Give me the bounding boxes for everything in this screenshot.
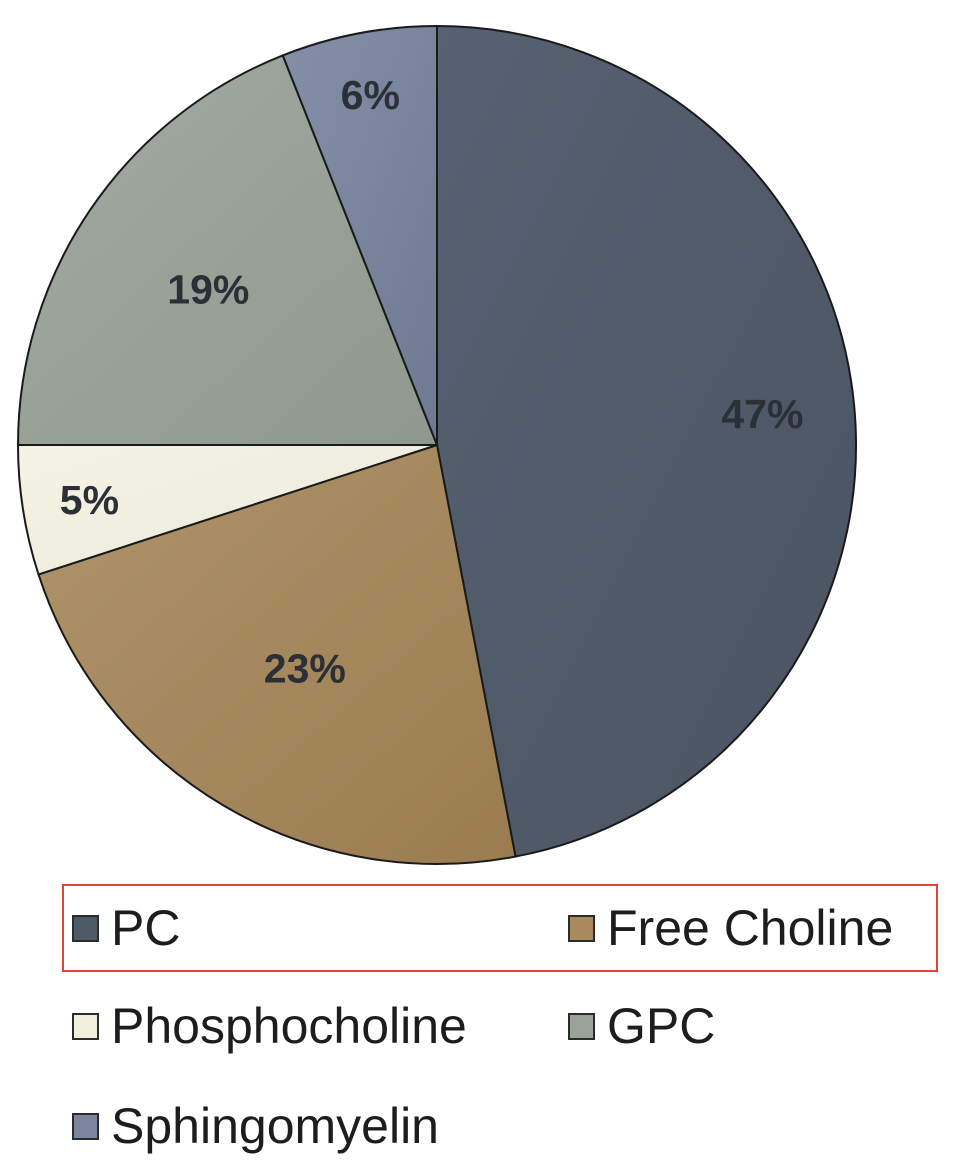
legend-item-free-choline: Free Choline [568, 898, 893, 958]
pie-slice-gpc [16, 54, 439, 446]
legend-label-pc: PC [111, 900, 181, 956]
legend-swatch-free-choline [568, 914, 595, 942]
slice-label-free-choline: 23% [264, 646, 346, 692]
legend-swatch-sphingomyelin [72, 1112, 99, 1140]
legend-item-sphingomyelin: Sphingomyelin [72, 1096, 439, 1156]
slice-label-pc: 47% [721, 391, 803, 437]
legend-label-phosphocholine: Phosphocholine [111, 998, 467, 1054]
legend-highlight-box [62, 884, 938, 972]
legend-item-phosphocholine: Phosphocholine [72, 996, 467, 1056]
pie-slice-sphingomyelin [281, 24, 438, 446]
legend-label-gpc: GPC [607, 998, 716, 1054]
slice-label-gpc: 19% [167, 267, 249, 313]
legend-item-gpc: GPC [568, 996, 715, 1056]
pie-slice-pc [436, 24, 857, 858]
legend-swatch-phosphocholine [72, 1012, 99, 1040]
legend-swatch-pc [72, 914, 99, 942]
legend-label-free-choline: Free Choline [607, 900, 894, 956]
slice-label-sphingomyelin: 6% [341, 72, 400, 118]
legend-swatch-gpc [568, 1012, 595, 1040]
legend-label-sphingomyelin: Sphingomyelin [111, 1098, 439, 1154]
slice-label-phosphocholine: 5% [60, 477, 119, 523]
legend-item-pc: PC [72, 898, 180, 958]
pie-slice-free-choline [37, 443, 517, 865]
